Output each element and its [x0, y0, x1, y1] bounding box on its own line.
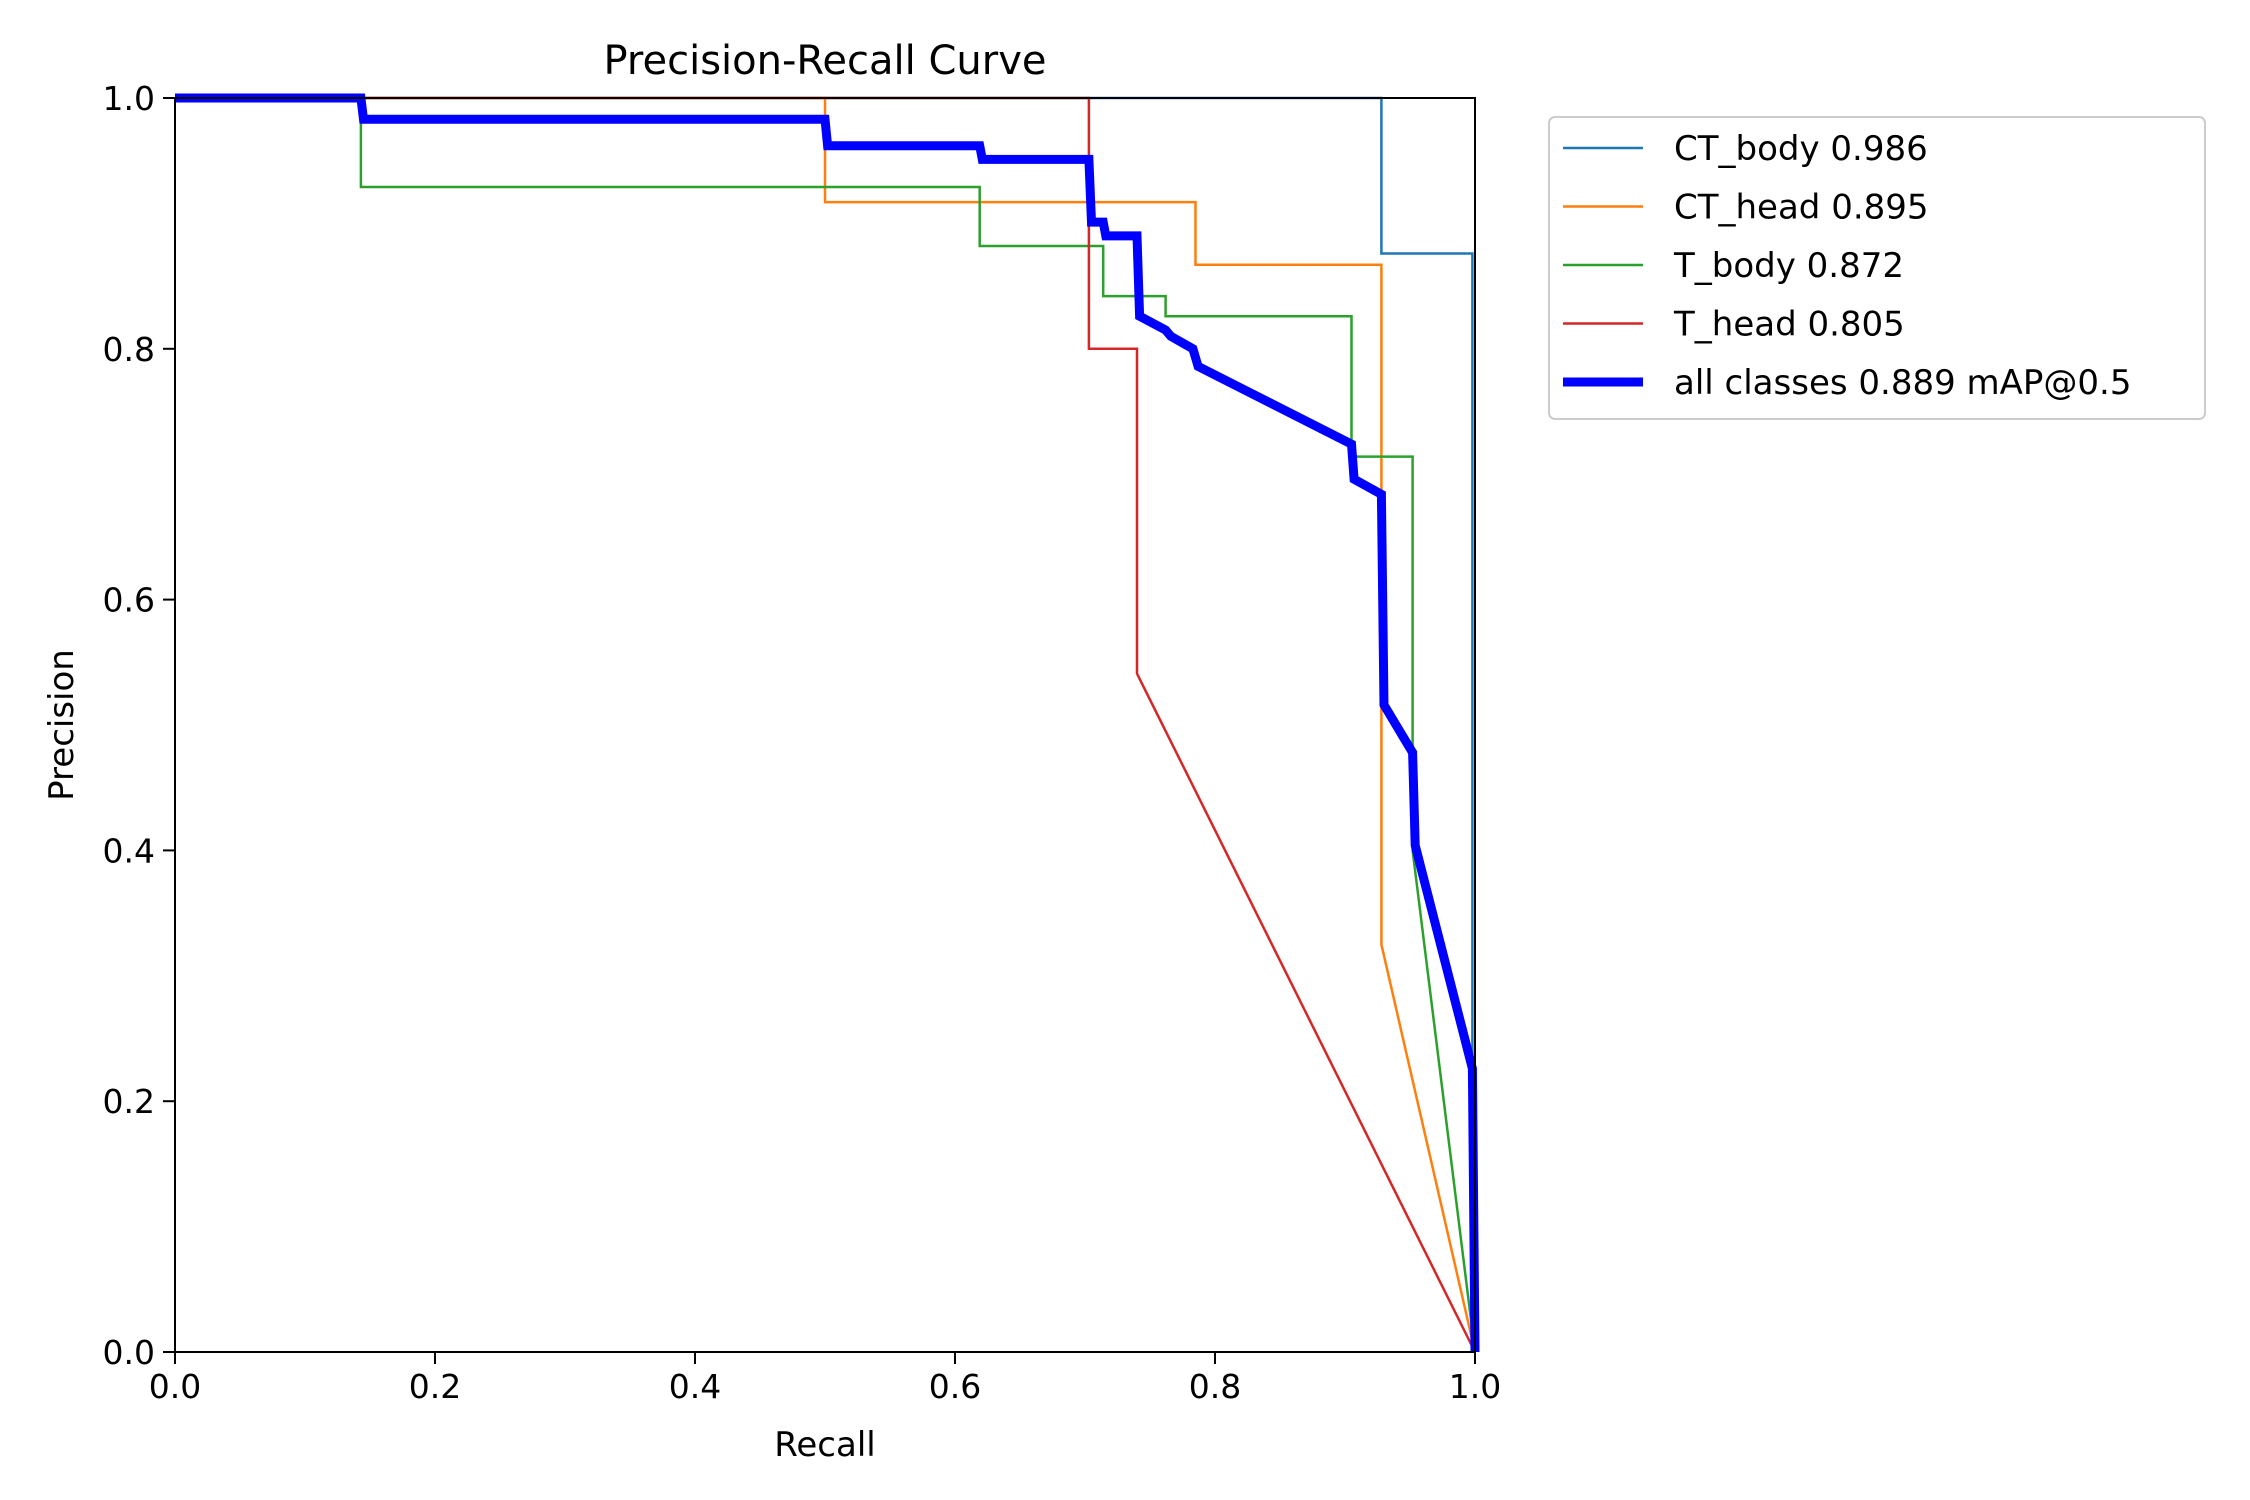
y-tick-label: 0.8	[103, 330, 155, 369]
legend-label: CT_body 0.986	[1674, 129, 1928, 169]
x-tick-label: 0.2	[409, 1367, 461, 1406]
legend: CT_body 0.986 CT_head 0.895 T_body 0.872 T_…	[1548, 116, 2206, 420]
legend-label: CT_head 0.895	[1674, 188, 1929, 228]
legend-label: T_head 0.805	[1673, 305, 1905, 345]
y-tick-label: 1.0	[103, 79, 155, 118]
legend-label: T_body 0.872	[1673, 246, 1904, 286]
x-tick-label: 0.4	[669, 1367, 721, 1406]
legend-label: all classes 0.889 mAP@0.5	[1674, 363, 2131, 403]
x-tick-label: 0.0	[149, 1367, 201, 1406]
series-line-2	[175, 96, 1477, 1353]
y-tick-label: 0.0	[103, 1333, 155, 1372]
y-tick-label: 0.2	[103, 1082, 155, 1121]
y-tick-label: 0.4	[103, 831, 155, 870]
x-axis-ticks: 0.0 0.2 0.4 0.6 0.8 1.0	[149, 1352, 1501, 1406]
x-tick-label: 0.6	[929, 1367, 981, 1406]
plot-area	[175, 98, 1475, 1352]
chart-title: Precision-Recall Curve	[604, 38, 1047, 84]
x-axis-label: Recall	[774, 1425, 875, 1465]
y-axis-ticks: 0.0 0.2 0.4 0.6 0.8 1.0	[103, 79, 175, 1372]
plot-frame	[174, 97, 1476, 1353]
legend-frame	[1548, 116, 2206, 420]
y-tick-label: 0.6	[103, 581, 155, 620]
y-axis-label: Precision	[42, 649, 82, 801]
x-tick-label: 1.0	[1449, 1367, 1501, 1406]
series-line-4	[175, 93, 1480, 1353]
x-tick-label: 0.8	[1189, 1367, 1241, 1406]
